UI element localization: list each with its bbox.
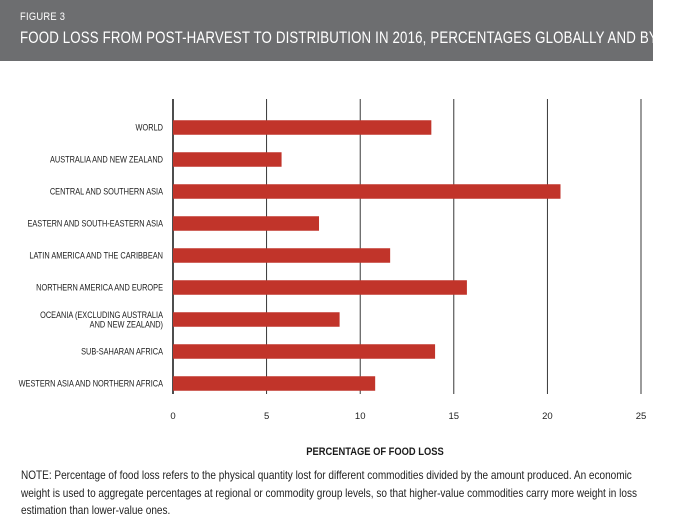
x-tick-label: 20 bbox=[542, 411, 553, 422]
y-category-label: OCEANIA (EXCLUDING AUSTRALIA AND NEW ZEAL… bbox=[40, 310, 163, 329]
x-tick-label: 15 bbox=[449, 411, 460, 422]
y-category-label: WESTERN ASIA AND NORTHERN AFRICA bbox=[19, 379, 164, 389]
figure-label: FIGURE 3 bbox=[20, 11, 66, 23]
y-category-label: SUB-SAHARAN AFRICA bbox=[81, 347, 163, 357]
bar-chart-svg: 0 5 10 15 20 25 WORLD AUSTRALIA AND NEW ZEALAND… bbox=[19, 99, 647, 422]
bar bbox=[173, 120, 432, 135]
figure-header: FIGURE 3 FOOD LOSS FROM POST-HARVEST TO … bbox=[0, 0, 692, 61]
bar-chart: 0 5 10 15 20 25 WORLD AUSTRALIA AND NEW ZEALAND… bbox=[0, 88, 692, 458]
y-category-label: CENTRAL AND SOUTHERN ASIA bbox=[50, 187, 164, 197]
bar bbox=[173, 280, 467, 295]
bar bbox=[173, 184, 561, 199]
x-axis-title: PERCENTAGE OF FOOD LOSS bbox=[306, 446, 444, 458]
bar bbox=[173, 344, 436, 359]
x-tick-label: 0 bbox=[170, 411, 175, 422]
bar bbox=[173, 248, 391, 263]
x-tick-label: 10 bbox=[355, 411, 366, 422]
figure-title: FOOD LOSS FROM POST-HARVEST TO DISTRIBUT… bbox=[20, 28, 692, 47]
x-tick-label: 25 bbox=[636, 411, 647, 422]
chart-note: NOTE: Percentage of food loss refers to … bbox=[21, 468, 637, 517]
bar bbox=[173, 312, 340, 327]
y-category-label: WORLD bbox=[136, 123, 163, 133]
y-category-label: AUSTRALIA AND NEW ZEALAND bbox=[50, 155, 163, 165]
bar bbox=[173, 152, 282, 167]
y-category-label: LATIN AMERICA AND THE CARIBBEAN bbox=[29, 251, 163, 261]
y-category-label: EASTERN AND SOUTH-EASTERN ASIA bbox=[27, 219, 163, 229]
bar bbox=[173, 216, 320, 231]
bar bbox=[173, 376, 376, 391]
y-category-label: NORTHERN AMERICA AND EUROPE bbox=[36, 283, 163, 293]
x-tick-label: 5 bbox=[264, 411, 269, 422]
